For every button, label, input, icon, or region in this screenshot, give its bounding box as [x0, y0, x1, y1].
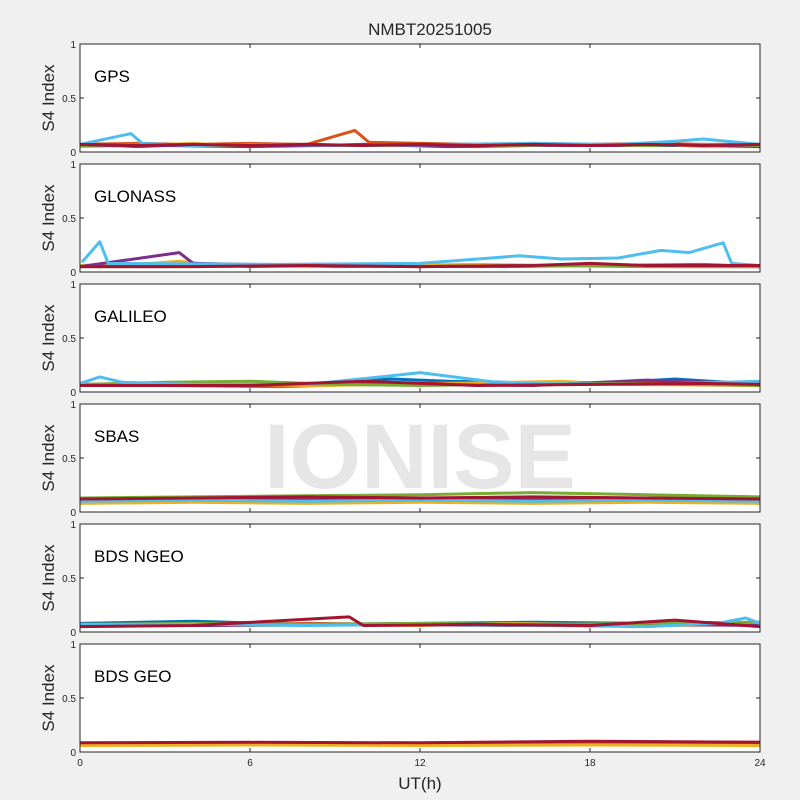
y-axis-label: S4 Index [39, 424, 58, 492]
watermark-logo: IONISE [264, 406, 576, 508]
panel-label: GLONASS [94, 187, 176, 206]
y-tick-label: 0 [70, 148, 76, 159]
axes-background [80, 284, 760, 392]
panel-gps: 0 0.5 1 GPS S4 Index [39, 40, 761, 159]
x-tick-label: 18 [584, 758, 596, 769]
series-group [80, 240, 760, 269]
y-tick-label: 0.5 [62, 454, 76, 465]
series-line-3 [80, 739, 760, 745]
x-tick-label: 6 [247, 758, 253, 769]
y-axis-label: S4 Index [39, 664, 58, 732]
y-tick-label: 1 [70, 640, 76, 651]
x-axis-label: UT(h) [398, 774, 441, 793]
series-line-5 [81, 240, 760, 267]
y-tick-label: 1 [70, 40, 76, 51]
series-line-6 [80, 379, 760, 387]
panel-glonass: 0 0.5 1 GLONASS S4 Index [39, 160, 761, 279]
panel-bds-geo: 0 0.5 1 0 6 12 18 24 BDS GEO S4 Index [39, 640, 766, 769]
y-tick-label: 0.5 [62, 334, 76, 345]
y-tick-label: 1 [70, 520, 76, 531]
y-tick-label: 1 [70, 400, 76, 411]
panel-label: BDS GEO [94, 667, 171, 686]
series-line-5 [80, 498, 760, 503]
axes-background [80, 524, 760, 632]
axes-background [80, 44, 760, 152]
x-tick-label: 12 [414, 758, 426, 769]
y-tick-label: 1 [70, 160, 76, 171]
panels: 0 0.5 1 GPS S4 Index 0 0.5 1 GLONASS S4 Index 0 0.5… [39, 40, 766, 769]
series-line-2 [80, 743, 760, 747]
y-axis-label: S4 Index [39, 544, 58, 612]
series-group [80, 491, 760, 505]
series-group [80, 371, 760, 389]
series-line-6 [80, 261, 760, 269]
x-tick-label: 0 [77, 758, 83, 769]
series-group [80, 615, 760, 629]
series-line-2 [80, 500, 760, 505]
series-group [80, 128, 760, 149]
series-group [80, 739, 760, 747]
series-line-6 [80, 615, 760, 629]
y-axis-label: S4 Index [39, 184, 58, 252]
y-tick-label: 0.5 [62, 94, 76, 105]
y-tick-label: 0 [70, 388, 76, 399]
series-line-6 [80, 142, 760, 147]
y-tick-label: 0.5 [62, 214, 76, 225]
y-tick-label: 0 [70, 508, 76, 519]
y-axis-label: S4 Index [39, 64, 58, 132]
y-tick-label: 0 [70, 748, 76, 759]
series-line-6 [80, 495, 760, 501]
panel-galileo: 0 0.5 1 GALILEO S4 Index [39, 280, 761, 399]
y-axis-label: S4 Index [39, 304, 58, 372]
panel-label: GALILEO [94, 307, 167, 326]
x-tick-label: 24 [754, 758, 766, 769]
figure-title: NMBT20251005 [368, 20, 492, 39]
axes-background [80, 644, 760, 752]
y-tick-label: 0.5 [62, 694, 76, 705]
panel-bds-ngeo: 0 0.5 1 BDS NGEO S4 Index [39, 520, 761, 639]
y-tick-label: 0 [70, 268, 76, 279]
panel-sbas: 0 0.5 1 SBAS S4 Index [39, 400, 761, 519]
panel-label: SBAS [94, 427, 139, 446]
y-tick-label: 0.5 [62, 574, 76, 585]
panel-label: BDS NGEO [94, 547, 184, 566]
panel-label: GPS [94, 67, 130, 86]
y-tick-label: 1 [70, 280, 76, 291]
y-tick-label: 0 [70, 628, 76, 639]
